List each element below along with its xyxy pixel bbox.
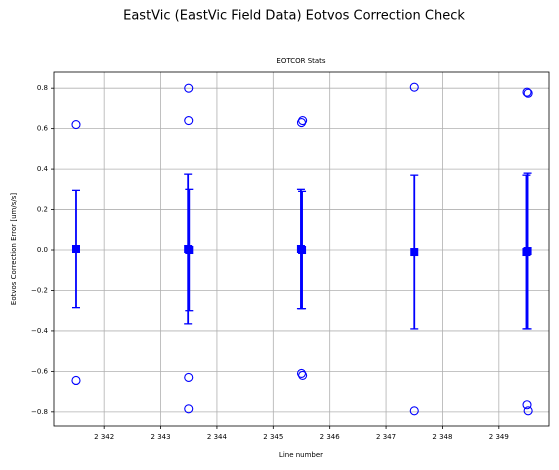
outlier xyxy=(296,118,307,128)
outlier xyxy=(409,406,419,416)
x-tick-label: 2 346 xyxy=(320,433,341,441)
x-tick-label: 2 349 xyxy=(489,433,509,441)
outlier xyxy=(298,115,308,126)
x-axis-label: Line number xyxy=(279,451,323,459)
y-tick-label: 0.6 xyxy=(37,125,49,133)
mean-marker xyxy=(298,246,307,255)
outlier xyxy=(522,87,532,97)
y-tick-label: −0.8 xyxy=(31,408,48,416)
outlier xyxy=(184,372,194,383)
outlier xyxy=(71,375,81,386)
outlier xyxy=(184,404,194,414)
y-tick-label: −0.2 xyxy=(31,286,48,294)
x-tick-label: 2 348 xyxy=(432,433,452,441)
mean-marker xyxy=(523,247,532,256)
y-tick-label: 0.4 xyxy=(37,165,49,173)
outlier xyxy=(296,368,307,378)
y-tick-label: 0.0 xyxy=(37,246,48,254)
outlier xyxy=(184,115,194,126)
outlier xyxy=(298,370,308,380)
x-tick-label: 2 343 xyxy=(151,433,171,441)
outlier xyxy=(523,406,533,416)
outlier xyxy=(523,88,533,98)
y-tick-label: −0.6 xyxy=(31,367,49,375)
x-tick-label: 2 347 xyxy=(376,433,396,441)
x-tick-label: 2 342 xyxy=(94,433,114,441)
outlier xyxy=(71,120,81,130)
mean-marker xyxy=(185,246,194,255)
y-axis-label: Eotvos Correction Error [um/s/s] xyxy=(10,193,18,305)
outlier xyxy=(522,400,532,410)
mean-marker xyxy=(410,248,419,257)
outlier xyxy=(409,82,419,92)
y-tick-label: 0.2 xyxy=(37,206,48,214)
y-tick-label: −0.4 xyxy=(31,327,49,335)
plot-frame xyxy=(53,71,550,427)
mean-marker xyxy=(71,245,80,253)
x-tick-label: 2 345 xyxy=(263,433,283,441)
x-tick-label: 2 344 xyxy=(207,433,228,441)
chart-title: EOTCOR Stats xyxy=(276,57,326,65)
suptitle: EastVic (EastVic Field Data) Eotvos Corr… xyxy=(123,9,465,24)
y-tick-label: 0.8 xyxy=(37,84,48,92)
outlier xyxy=(184,83,194,93)
